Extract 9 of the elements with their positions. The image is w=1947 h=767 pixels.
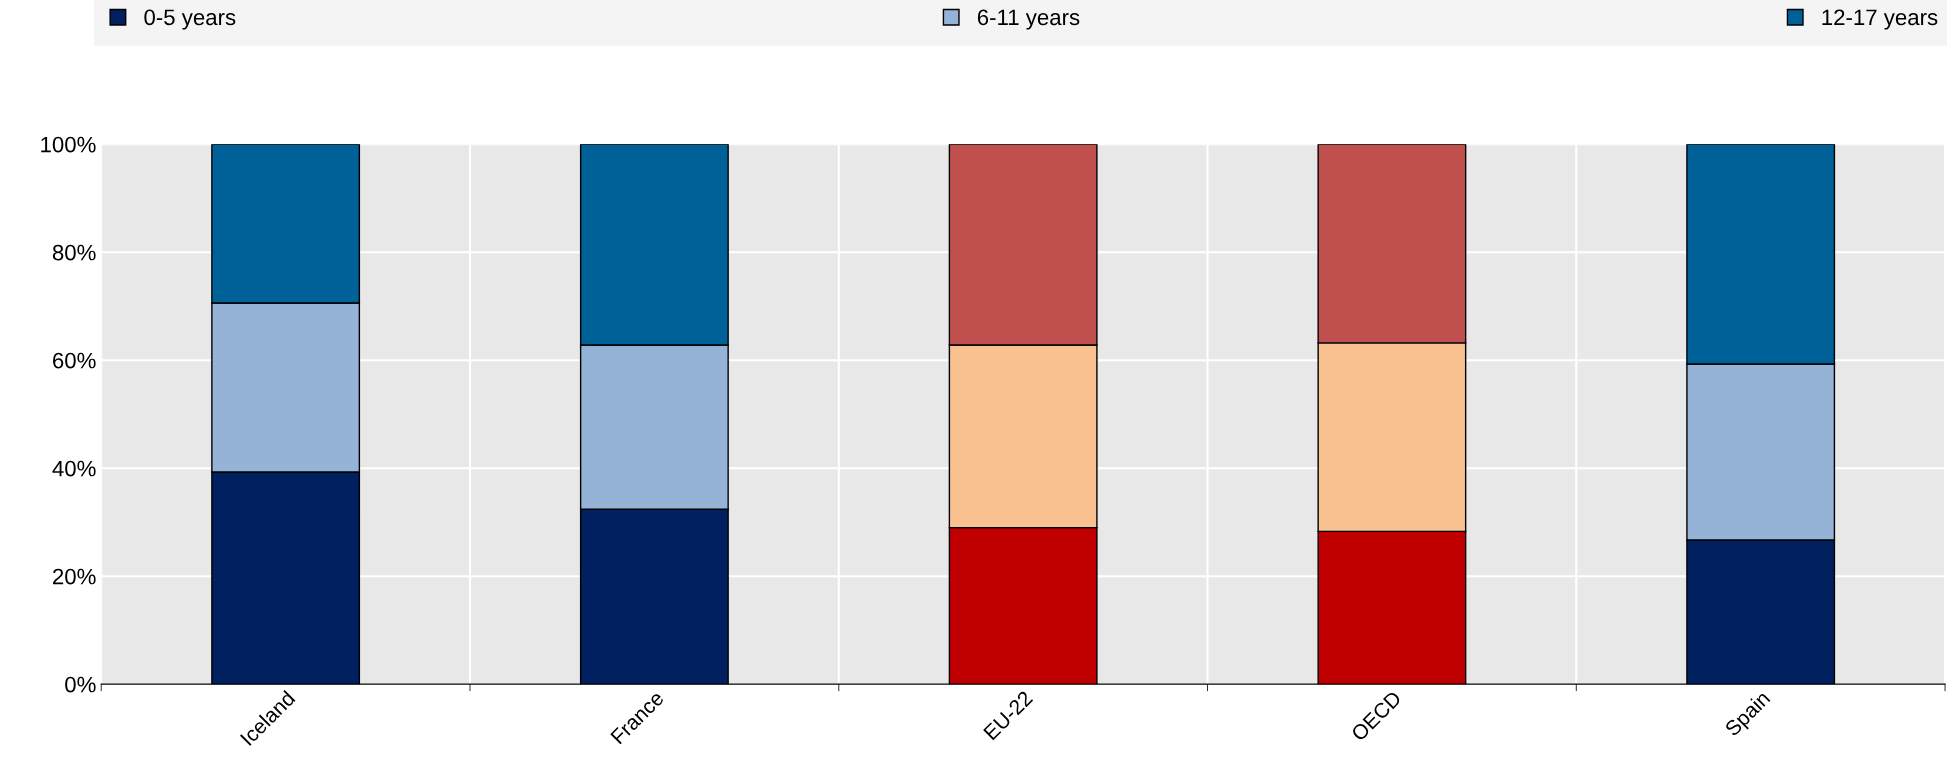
- legend-label: 0-5 years: [144, 9, 236, 30]
- y-tick-label: 0%: [65, 676, 96, 693]
- y-tick-label: 20%: [53, 568, 96, 585]
- y-tick-label: 80%: [52, 244, 96, 261]
- y-tick-label: 40%: [52, 460, 96, 477]
- y-tick-label: 100%: [41, 136, 96, 153]
- y-tick-label: 60%: [53, 352, 96, 369]
- legend-label: 6-11 years: [977, 9, 1080, 30]
- legend-label: 12-17 years: [1822, 9, 1938, 30]
